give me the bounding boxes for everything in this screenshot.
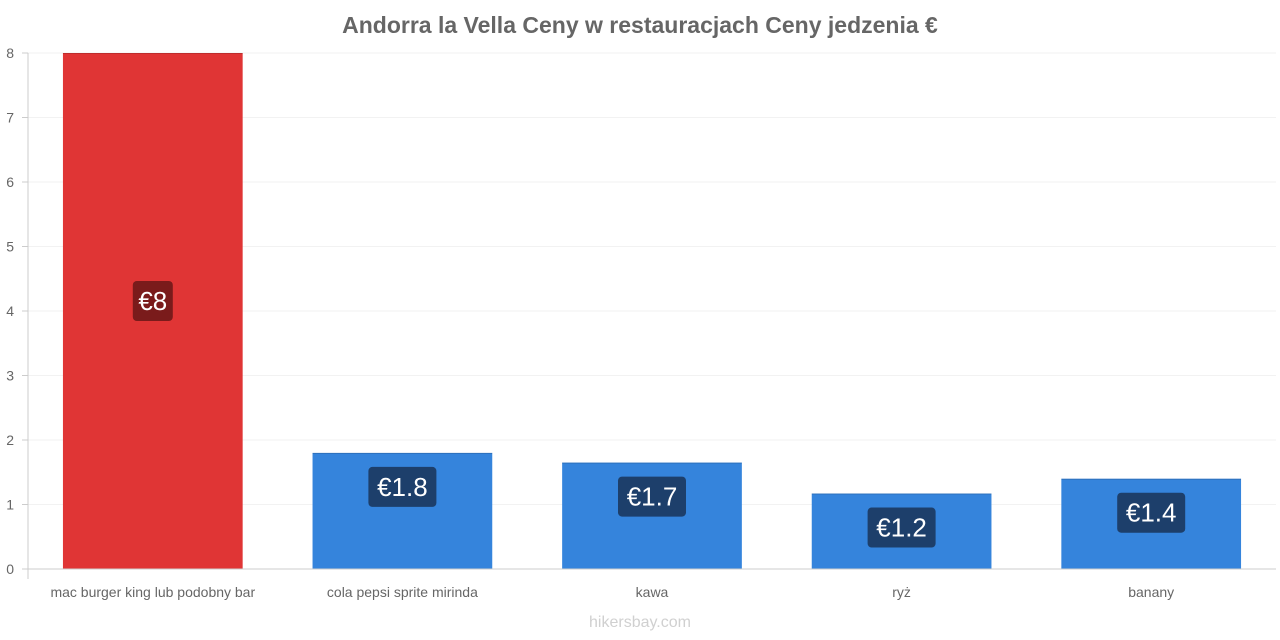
y-tick-label: 5 xyxy=(6,239,14,255)
x-tick-label: mac burger king lub podobny bar xyxy=(50,584,255,600)
data-label-box xyxy=(867,507,936,548)
y-tick-label: 1 xyxy=(6,497,14,513)
data-label: €8 xyxy=(138,286,167,316)
data-label-box xyxy=(368,466,437,507)
data-label-box xyxy=(1117,492,1186,533)
x-tick-label: cola pepsi sprite mirinda xyxy=(327,584,478,600)
x-tick-label: banany xyxy=(1128,584,1174,600)
chart-title: Andorra la Vella Ceny w restauracjach Ce… xyxy=(342,12,938,38)
data-label: €1.4 xyxy=(1126,498,1177,528)
watermark-text: hikersbay.com xyxy=(589,614,691,631)
x-axis: mac burger king lub podobny bar cola peps… xyxy=(28,568,1276,600)
y-tick-label: 4 xyxy=(6,303,14,319)
y-axis: 0 1 2 3 4 5 6 7 8 xyxy=(6,45,29,579)
data-label: €1.7 xyxy=(627,482,678,512)
y-tick-label: 8 xyxy=(6,45,14,61)
y-tick-label: 0 xyxy=(6,561,14,577)
data-label-box xyxy=(618,476,686,517)
data-labels: €8 €1.8 €1.7 €1.2 €1.4 xyxy=(132,281,1186,548)
y-tick-label: 2 xyxy=(6,432,14,448)
data-label: €1.2 xyxy=(876,513,927,543)
y-tick-label: 6 xyxy=(6,174,14,190)
y-tick-label: 3 xyxy=(6,368,14,384)
x-tick-label: kawa xyxy=(636,584,669,600)
y-tick-label: 7 xyxy=(6,110,14,126)
data-label: €1.8 xyxy=(377,472,428,502)
x-tick-label: ryż xyxy=(892,584,911,600)
data-label-box xyxy=(132,281,173,321)
